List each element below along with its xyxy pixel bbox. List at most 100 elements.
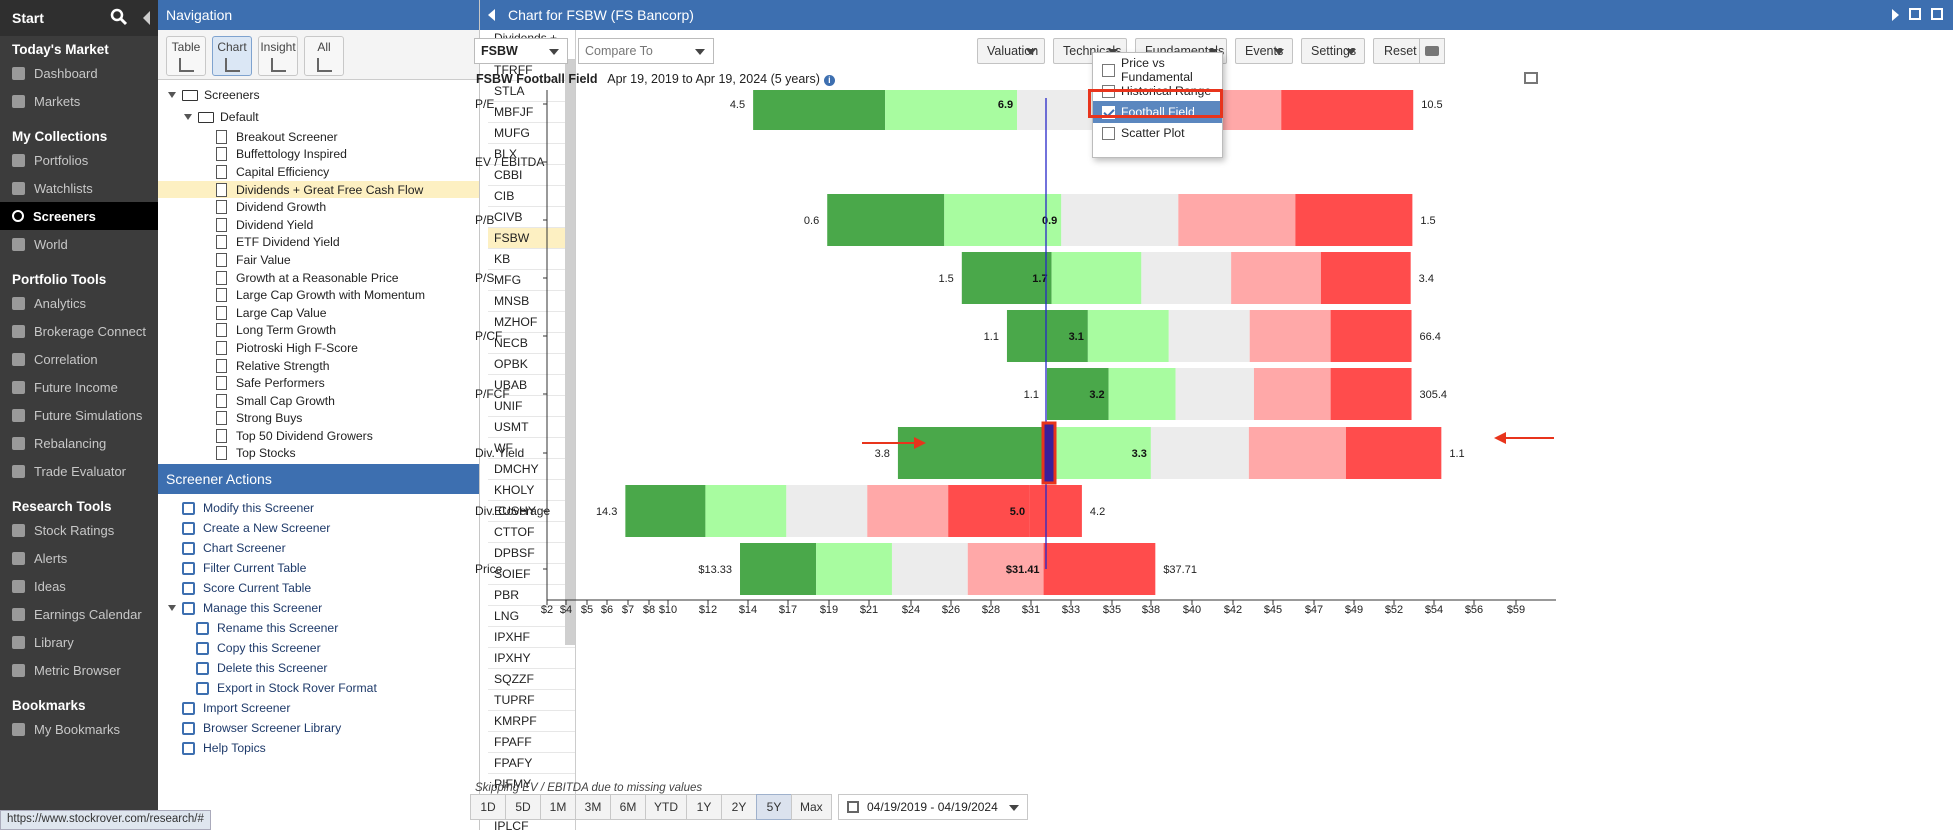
- sidebar-item-earnings-calendar[interactable]: Earnings Calendar: [0, 600, 158, 628]
- screener-item[interactable]: ETF Dividend Yield: [158, 234, 479, 252]
- ticker-item[interactable]: STLA: [488, 81, 575, 102]
- date-range-picker[interactable]: 04/19/2019 - 04/19/2024: [838, 794, 1028, 820]
- period-6m[interactable]: 6M: [610, 794, 646, 820]
- ticker-item[interactable]: WF: [488, 438, 575, 459]
- ticker-item[interactable]: KB: [488, 249, 575, 270]
- period-2y[interactable]: 2Y: [721, 794, 757, 820]
- export-icon[interactable]: [1524, 72, 1538, 84]
- screener-item[interactable]: Large Cap Growth with Momentum: [158, 286, 479, 304]
- action-create-a-new-screener[interactable]: Create a New Screener: [158, 518, 479, 538]
- expand-icon[interactable]: [1892, 9, 1899, 21]
- action-copy-this-screener[interactable]: Copy this Screener: [158, 638, 479, 658]
- action-rename-this-screener[interactable]: Rename this Screener: [158, 618, 479, 638]
- ticker-item[interactable]: MUFG: [488, 123, 575, 144]
- ticker-item[interactable]: EUSHY: [488, 501, 575, 522]
- ticker-item[interactable]: USMT: [488, 417, 575, 438]
- manage-screener-group[interactable]: Manage this Screener: [158, 598, 479, 618]
- sidebar-item-dashboard[interactable]: Dashboard: [0, 59, 158, 87]
- screener-item[interactable]: Breakout Screener: [158, 128, 479, 146]
- screener-item[interactable]: Top 50 Dividend Growers: [158, 427, 479, 445]
- action-delete-this-screener[interactable]: Delete this Screener: [158, 658, 479, 678]
- sidebar-item-my-bookmarks[interactable]: My Bookmarks: [0, 715, 158, 743]
- ticker-item[interactable]: BLX: [488, 144, 575, 165]
- ticker-item[interactable]: KHOLY: [488, 480, 575, 501]
- ticker-item[interactable]: TFRFF: [488, 60, 575, 81]
- action-chart-screener[interactable]: Chart Screener: [158, 538, 479, 558]
- sidebar-item-library[interactable]: Library: [0, 628, 158, 656]
- ticker-item[interactable]: SQZZF: [488, 669, 575, 690]
- screener-item[interactable]: Large Cap Value: [158, 304, 479, 322]
- checkbox[interactable]: [1102, 64, 1115, 77]
- ticker-item[interactable]: MNSB: [488, 291, 575, 312]
- screener-item[interactable]: Piotroski High F-Score: [158, 339, 479, 357]
- sidebar-item-ideas[interactable]: Ideas: [0, 572, 158, 600]
- menu-item-historical-range[interactable]: Historical Range: [1093, 80, 1222, 102]
- period-1m[interactable]: 1M: [540, 794, 576, 820]
- ticker-item[interactable]: TUPRF: [488, 690, 575, 711]
- search-icon[interactable]: [110, 8, 128, 26]
- screener-item[interactable]: Small Cap Growth: [158, 392, 479, 410]
- chevron-down-icon[interactable]: [1026, 49, 1036, 55]
- ticker-item[interactable]: KMRPF: [488, 711, 575, 732]
- camera-icon[interactable]: [1419, 38, 1445, 64]
- ticker-item[interactable]: DPBSF: [488, 543, 575, 564]
- menu-item-football-field[interactable]: Football Field: [1093, 101, 1222, 123]
- sidebar-item-future-income[interactable]: Future Income: [0, 373, 158, 401]
- sidebar-item-future-simulations[interactable]: Future Simulations: [0, 401, 158, 429]
- checkbox[interactable]: [1102, 127, 1115, 140]
- screener-item[interactable]: Safe Performers: [158, 374, 479, 392]
- ticker-item[interactable]: CIVB: [488, 207, 575, 228]
- action-help-topics[interactable]: Help Topics: [158, 738, 479, 758]
- tab-insight[interactable]: Insight: [258, 36, 298, 76]
- ticker-item[interactable]: IPLCF: [488, 816, 575, 830]
- screener-item[interactable]: Growth at a Reasonable Price: [158, 269, 479, 287]
- start-menu[interactable]: Start: [0, 0, 158, 36]
- period-3m[interactable]: 3M: [575, 794, 611, 820]
- ticker-item[interactable]: MFG: [488, 270, 575, 291]
- popout-icon[interactable]: [1931, 8, 1943, 20]
- ticker-item[interactable]: MBFJF: [488, 102, 575, 123]
- info-icon[interactable]: i: [823, 75, 835, 86]
- ticker-item[interactable]: FPAFF: [488, 732, 575, 753]
- tree-node-screeners[interactable]: Screeners: [158, 84, 479, 106]
- sidebar-item-metric-browser[interactable]: Metric Browser: [0, 656, 158, 684]
- ticker-item[interactable]: DMCHY: [488, 459, 575, 480]
- chevron-down-icon[interactable]: [549, 49, 559, 55]
- sidebar-item-analytics[interactable]: Analytics: [0, 289, 158, 317]
- reset-button[interactable]: Reset: [1373, 38, 1423, 64]
- fullscreen-icon[interactable]: [1909, 8, 1921, 20]
- action-browser-screener-library[interactable]: Browser Screener Library: [158, 718, 479, 738]
- period-max[interactable]: Max: [791, 794, 832, 820]
- period-1y[interactable]: 1Y: [686, 794, 722, 820]
- settings-button[interactable]: Settings: [1301, 38, 1365, 64]
- collapse-sidebar-icon[interactable]: [143, 11, 150, 25]
- ticker-item[interactable]: OPBK: [488, 354, 575, 375]
- ticker-item[interactable]: LNG: [488, 606, 575, 627]
- screener-item[interactable]: Long Term Growth: [158, 322, 479, 340]
- screener-item[interactable]: Relative Strength: [158, 357, 479, 375]
- sidebar-item-alerts[interactable]: Alerts: [0, 544, 158, 572]
- action-modify-this-screener[interactable]: Modify this Screener: [158, 498, 479, 518]
- symbol-select[interactable]: FSBW: [474, 38, 568, 64]
- screener-item[interactable]: Dividends + Great Free Cash Flow: [158, 180, 479, 199]
- screener-item[interactable]: Capital Efficiency: [158, 163, 479, 181]
- ticker-item[interactable]: UNIF: [488, 396, 575, 417]
- compare-to-input[interactable]: Compare To: [578, 38, 714, 64]
- period-ytd[interactable]: YTD: [645, 794, 687, 820]
- checkbox[interactable]: [1102, 106, 1115, 119]
- sidebar-item-rebalancing[interactable]: Rebalancing: [0, 429, 158, 457]
- tab-all[interactable]: All: [304, 36, 344, 76]
- chevron-down-icon[interactable]: [1274, 49, 1284, 55]
- screener-item[interactable]: Dividend Yield: [158, 216, 479, 234]
- ticker-item[interactable]: PBR: [488, 585, 575, 606]
- ticker-item[interactable]: IPXHF: [488, 627, 575, 648]
- ticker-item[interactable]: CIB: [488, 186, 575, 207]
- menu-item-price-vs-fundamental[interactable]: Price vs Fundamental: [1093, 56, 1222, 84]
- checkbox[interactable]: [1102, 85, 1115, 98]
- sidebar-item-correlation[interactable]: Correlation: [0, 345, 158, 373]
- tree-node-default[interactable]: Default: [158, 106, 479, 128]
- tab-table[interactable]: Table: [166, 36, 206, 76]
- ticker-item[interactable]: SOIEF: [488, 564, 575, 585]
- action-filter-current-table[interactable]: Filter Current Table: [158, 558, 479, 578]
- sidebar-item-screeners[interactable]: Screeners: [0, 202, 158, 230]
